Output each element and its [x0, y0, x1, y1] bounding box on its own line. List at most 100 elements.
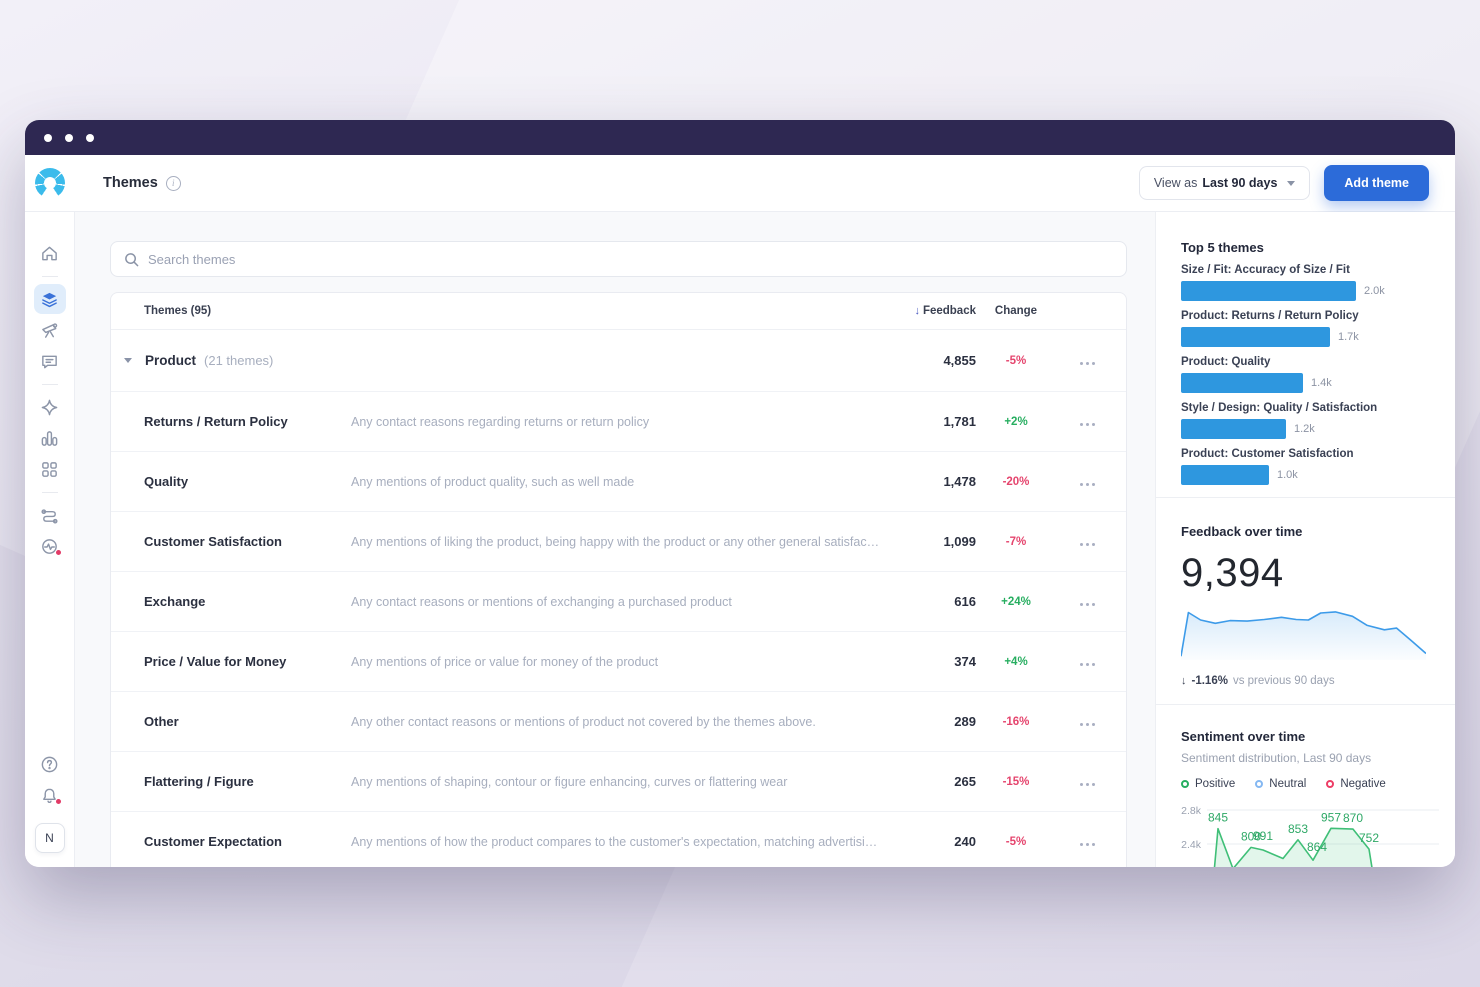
bar-chart-icon[interactable] [34, 423, 66, 453]
feedback-count: 1,781 [943, 414, 976, 429]
divider [41, 384, 58, 385]
theme-description: Any mentions of shaping, contour or figu… [351, 774, 788, 789]
divider [41, 276, 58, 277]
grid-icon[interactable] [34, 454, 66, 484]
group-theme-count: (21 themes) [204, 353, 274, 368]
row-menu-button[interactable] [1056, 773, 1118, 791]
row-menu-button[interactable] [1056, 413, 1118, 431]
top5-bar[interactable] [1181, 419, 1286, 439]
row-menu-button[interactable] [1056, 352, 1118, 370]
top5-bar[interactable] [1181, 465, 1269, 485]
theme-description: Any mentions of how the product compares… [351, 834, 903, 849]
legend-item[interactable]: Neutral [1255, 778, 1306, 790]
legend-label: Neutral [1269, 778, 1307, 790]
home-icon[interactable] [34, 238, 66, 268]
change-percent: -5% [1005, 354, 1027, 367]
top5-bar-value: 2.0k [1364, 285, 1385, 297]
theme-description: Any mentions of liking the product, bein… [351, 534, 906, 549]
change-percent: +24% [1001, 595, 1031, 608]
table-rows: Returns / Return Policy Any contact reaso… [111, 392, 1126, 867]
change-percent: -16% [1002, 715, 1030, 728]
search-icon [125, 252, 139, 266]
chat-icon[interactable] [34, 346, 66, 376]
feedback-count: 289 [954, 714, 976, 729]
row-menu-button[interactable] [1056, 533, 1118, 551]
theme-name: Other [144, 714, 179, 729]
legend-ring-icon [1326, 780, 1335, 788]
view-as-prefix: View as [1153, 176, 1198, 190]
window-dot[interactable] [86, 133, 94, 142]
app-window: Themes i View as Last 90 days Add theme [25, 120, 1455, 867]
window-dot[interactable] [65, 133, 73, 142]
legend-item[interactable]: Positive [1181, 778, 1235, 790]
sort-descending-icon: ↓ [914, 305, 920, 317]
top5-bar[interactable] [1181, 373, 1303, 393]
view-as-dropdown[interactable]: View as Last 90 days [1138, 166, 1311, 200]
table-row[interactable]: Exchange Any contact reasons or mentions … [111, 572, 1126, 632]
sparkle-icon[interactable] [34, 392, 66, 422]
top5-bar-value: 1.7k [1338, 331, 1359, 343]
theme-name: Exchange [144, 594, 206, 609]
add-theme-button[interactable]: Add theme [1324, 165, 1429, 201]
row-menu-button[interactable] [1056, 713, 1118, 731]
flow-icon[interactable] [34, 500, 66, 530]
top5-bar[interactable] [1181, 281, 1356, 301]
row-menu-button[interactable] [1056, 473, 1118, 491]
view-as-value: Last 90 days [1202, 176, 1278, 190]
theme-description: Any contact reasons or mentions of excha… [351, 594, 732, 609]
layers-icon[interactable] [33, 284, 66, 314]
change-percent: -20% [1002, 475, 1030, 488]
table-row[interactable]: Customer Satisfaction Any mentions of lik… [111, 512, 1126, 572]
top5-item-label: Product: Returns / Return Policy [1181, 310, 1359, 322]
table-group-row[interactable]: Product (21 themes) 4,855 -5% [111, 330, 1126, 392]
app-logo[interactable] [35, 168, 65, 198]
user-avatar[interactable]: N [34, 823, 65, 853]
table-row[interactable]: Other Any other contact reasons or mentio… [111, 692, 1126, 752]
window-dot[interactable] [44, 133, 52, 142]
collapse-chevron-icon[interactable] [124, 358, 132, 363]
telescope-icon[interactable] [34, 315, 66, 345]
row-menu-button[interactable] [1056, 653, 1118, 671]
notification-dot [54, 798, 62, 805]
legend-label: Positive [1195, 778, 1236, 790]
table-row[interactable]: Quality Any mentions of product quality, … [111, 452, 1126, 512]
sentiment-subtitle: Sentiment distribution, Last 90 days [1181, 751, 1372, 765]
info-icon[interactable]: i [165, 175, 181, 191]
divider [1156, 497, 1455, 498]
search-input[interactable] [148, 251, 1113, 267]
theme-name: Flattering / Figure [144, 774, 254, 789]
theme-description: Any mentions of product quality, such as… [351, 474, 635, 489]
feedback-total: 9,394 [1181, 551, 1284, 595]
sentiment-title: Sentiment over time [1181, 729, 1306, 744]
top5-item-label: Size / Fit: Accuracy of Size / Fit [1181, 264, 1350, 276]
svg-text:752: 752 [1359, 831, 1379, 845]
main-content: Themes (95) ↓ Feedback Change Product (2… [75, 212, 1155, 867]
feedback-count: 4,855 [943, 353, 976, 368]
legend-item[interactable]: Negative [1326, 778, 1386, 790]
table-row[interactable]: Flattering / Figure Any mentions of shapi… [111, 752, 1126, 812]
bell-icon[interactable] [34, 780, 66, 810]
row-menu-button[interactable] [1056, 593, 1118, 611]
pulse-icon[interactable] [34, 531, 66, 561]
page-title: Themes [103, 175, 158, 191]
top5-item: Style / Design: Quality / Satisfaction 1.… [1181, 402, 1440, 439]
window-titlebar[interactable] [25, 120, 1455, 155]
top5-bar-value: 1.0k [1277, 469, 1298, 481]
top5-list: Size / Fit: Accuracy of Size / Fit 2.0k Pr… [1181, 264, 1440, 485]
top5-bar[interactable] [1181, 327, 1330, 347]
row-menu-button[interactable] [1056, 833, 1118, 851]
help-icon[interactable] [34, 749, 66, 779]
notification-dot [54, 549, 62, 556]
sentiment-chart: 2.8k2.4k2.0k845824800991853864957870752 [1181, 805, 1439, 867]
table-row[interactable]: Returns / Return Policy Any contact reaso… [111, 392, 1126, 452]
theme-name: Customer Expectation [144, 834, 282, 849]
feedback-over-time-section: Feedback over time 9,394 ↓ -1.16% [1180, 498, 1440, 704]
table-row[interactable]: Customer Expectation Any mentions of how … [111, 812, 1126, 867]
top5-bar-value: 1.4k [1311, 377, 1332, 389]
change-percent: +2% [1004, 415, 1028, 428]
feedback-column-header[interactable]: ↓ Feedback [914, 305, 976, 317]
table-row[interactable]: Price / Value for Money Any mentions of p… [111, 632, 1126, 692]
svg-text:800: 800 [1241, 829, 1261, 843]
search-bar [110, 241, 1127, 277]
